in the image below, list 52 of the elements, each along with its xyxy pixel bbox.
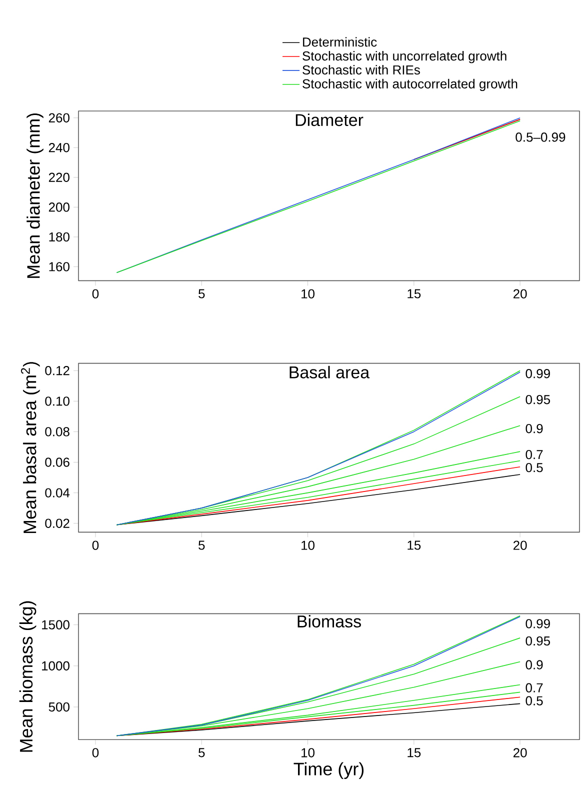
y-tick-label: 0.12 [45, 366, 70, 376]
y-tick-label: 160 [49, 262, 70, 272]
y-tick-label: 260 [48, 113, 70, 122]
series-label: 0.5 [526, 462, 543, 472]
y-tick-label: 0.10 [45, 396, 70, 406]
y-tick-label: 180 [49, 232, 70, 242]
x-tick-label: 15 [408, 289, 421, 298]
series-label: 0.95 [526, 394, 550, 404]
chart-title: Biomass [298, 615, 361, 628]
x-tick-label: 20 [513, 540, 527, 550]
series-label: 0.7 [526, 683, 543, 692]
x-tick-label: 20 [513, 748, 527, 758]
x-tick-label: 10 [302, 748, 314, 758]
y-axis-title: Mean diameter (mm) [26, 113, 44, 278]
x-tick-label: 10 [302, 289, 314, 298]
legend-label: Stochastic with uncorrelated growth [302, 51, 506, 64]
x-tick-label: 5 [198, 540, 205, 550]
y-tick-label: 200 [48, 202, 70, 212]
series-label: 0.95 [526, 636, 550, 646]
y-axis-title: Mean biomass (kg) [19, 601, 36, 752]
x-tick-label: 0 [92, 540, 99, 550]
annotation: 0.5–0.99 [516, 132, 566, 142]
x-tick-label: 20 [513, 289, 527, 298]
y-tick-label: 0.06 [45, 458, 70, 467]
y-axis-title: Mean basal area (m$^{2}$) [21, 362, 40, 534]
x-tick-label: 0 [92, 748, 99, 758]
chart-title: Basal area [290, 366, 370, 378]
x-tick-label: 15 [408, 540, 421, 550]
series-label: 0.9 [526, 660, 543, 670]
x-axis-title: Time (yr) [294, 762, 364, 779]
y-tick-label: 1000 [42, 661, 70, 670]
y-tick-label: 500 [48, 702, 70, 712]
series-label: 0.5 [526, 696, 543, 706]
x-tick-label: 0 [92, 289, 99, 298]
legend-label: Stochastic with autocorrelated growth [302, 78, 518, 92]
y-tick-label: 1500 [42, 620, 70, 630]
x-tick-label: 5 [198, 748, 205, 758]
legend-label: Stochastic with RIEs [302, 64, 420, 75]
series-label: 0.7 [526, 450, 543, 460]
y-tick-label: 0.04 [45, 488, 70, 498]
x-tick-label: 5 [198, 289, 205, 298]
y-tick-label: 240 [48, 143, 70, 152]
y-tick-label: 220 [48, 172, 70, 182]
x-tick-label: 15 [408, 748, 421, 758]
series-label: 0.9 [526, 424, 543, 434]
y-tick-label: 0.02 [45, 518, 70, 528]
series-label: 0.99 [526, 619, 550, 628]
y-tick-label: 0.08 [45, 427, 70, 436]
legend-label: Deterministic [303, 37, 377, 47]
series-label: 0.99 [526, 369, 550, 378]
x-tick-label: 10 [302, 540, 314, 550]
chart-title: Diameter [296, 114, 364, 126]
